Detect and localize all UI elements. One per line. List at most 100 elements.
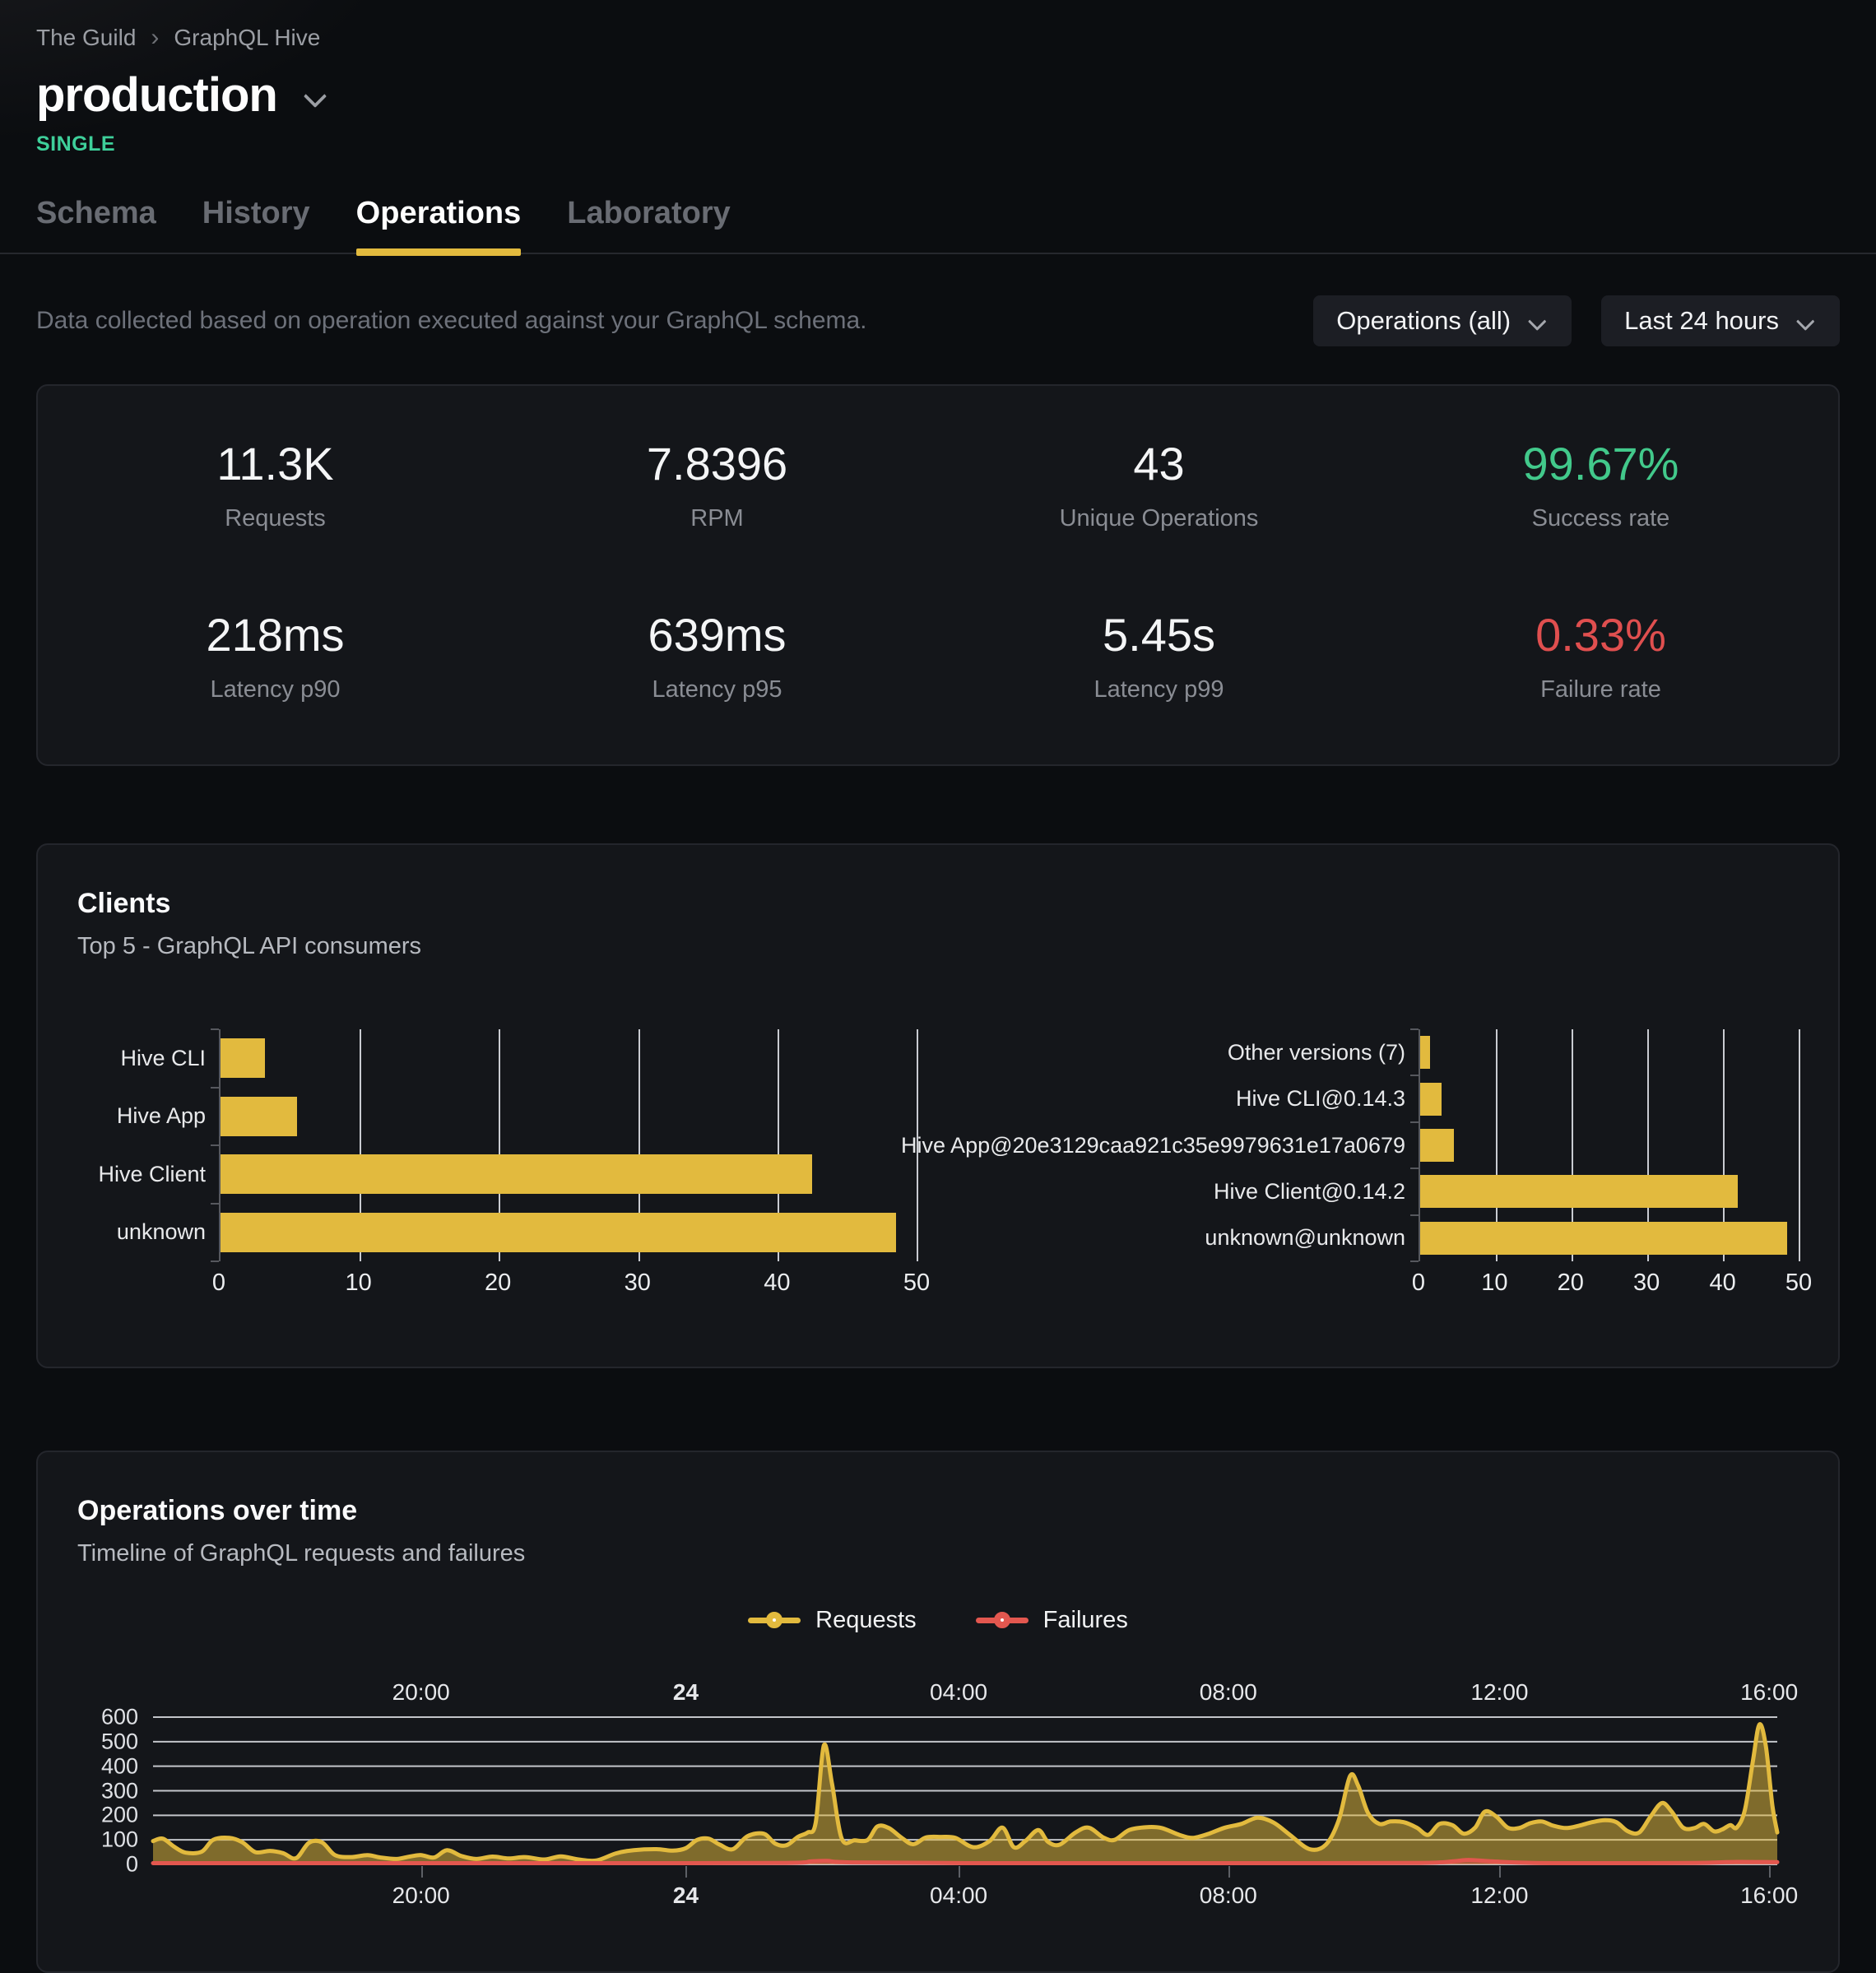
tick-label: 400 — [100, 1753, 138, 1779]
legend-label: Failures — [1042, 1606, 1128, 1633]
tab-schema[interactable]: Schema — [36, 196, 156, 253]
bar-chart-body: Hive CLI Hive App Hive Client unknown — [77, 1028, 918, 1262]
period-filter-dropdown[interactable]: Last 24 hours — [1601, 295, 1840, 346]
stat-value: 7.8396 — [646, 438, 788, 490]
operations-filter-dropdown[interactable]: Operations (all) — [1313, 295, 1572, 346]
filters: Operations (all) Last 24 hours — [1313, 295, 1840, 346]
breadcrumb-org-link[interactable]: The Guild — [36, 25, 137, 50]
x-axis-tick-labels: 0 10 20 30 40 50 — [212, 1270, 930, 1309]
axis-tick — [211, 1086, 219, 1089]
x-axis-labels-bottom: 20:00 24 04:00 08:00 12:00 16:00 — [153, 1882, 1799, 1914]
stat-value: 11.3K — [216, 438, 334, 490]
gridline — [777, 1029, 779, 1261]
tab-label: Schema — [36, 196, 156, 230]
tick-label: 20 — [485, 1270, 512, 1296]
clients-card-title: Clients — [77, 888, 171, 919]
chevron-down-icon — [1530, 313, 1547, 330]
stat-label: Unique Operations — [1059, 505, 1259, 532]
bar-unknown-unknown — [1420, 1221, 1788, 1255]
stat-rpm: 7.8396 RPM — [496, 437, 938, 532]
stat-latency-p95: 639ms Latency p95 — [496, 608, 938, 703]
gridline — [360, 1029, 362, 1261]
tabs-row: Schema History Operations Laboratory — [0, 196, 1876, 256]
gridline — [499, 1029, 501, 1261]
operations-card-title: Operations over time — [77, 1495, 358, 1526]
tab-label: Laboratory — [567, 196, 731, 230]
chevron-down-icon[interactable] — [305, 85, 327, 106]
title-row: production — [36, 67, 1840, 123]
stat-unique-operations: 43 Unique Operations — [938, 437, 1380, 532]
time-label: 08:00 — [1199, 1882, 1257, 1908]
tick-label: 300 — [100, 1778, 138, 1803]
category-labels: Hive CLI Hive App Hive Client unknown — [77, 1029, 219, 1261]
bar-hive-cli-0-14-3 — [1420, 1082, 1442, 1116]
axis-tick — [211, 1028, 219, 1030]
chevron-down-icon — [1798, 313, 1815, 330]
tick-label: 0 — [211, 1270, 226, 1296]
stat-value: 639ms — [648, 609, 787, 661]
gridline — [1496, 1029, 1498, 1261]
bar-chart-plot — [1410, 1028, 1800, 1262]
legend-label: Requests — [815, 1606, 917, 1633]
legend-item-failures: Failures — [975, 1605, 1128, 1635]
period-filter-label: Last 24 hours — [1624, 306, 1779, 335]
operations-over-time-card: Operations over time Timeline of GraphQL… — [36, 1451, 1840, 1973]
tab-history[interactable]: History — [202, 196, 310, 253]
timeline-body: 0 100 200 300 400 500 600 — [77, 1705, 1799, 1878]
toolbar: Data collected based on operation execut… — [36, 295, 1840, 346]
bar-other-versions-7- — [1420, 1036, 1430, 1070]
timeline-plot — [153, 1717, 1777, 1878]
tick-label: 50 — [903, 1270, 931, 1296]
bar-chart-plot — [211, 1028, 918, 1262]
x-axis-labels-top: 20:00 24 04:00 08:00 12:00 16:00 — [153, 1679, 1799, 1711]
clients-by-name-bar-chart: Hive CLI Hive App Hive Client unknown 0 10 20 3… — [77, 1028, 930, 1309]
bar-chart-body: Other versions (7) Hive CLI@0.14.3 Hive Ap… — [901, 1028, 1800, 1262]
target-type-badge: SINGLE — [36, 132, 116, 156]
time-label: 24 — [672, 1679, 699, 1705]
category-labels: Other versions (7) Hive CLI@0.14.3 Hive Ap… — [901, 1029, 1419, 1261]
stat-value: 0.33% — [1535, 609, 1666, 661]
failures-series-marker-icon — [975, 1605, 1029, 1635]
stat-latency-p99: 5.45s Latency p99 — [938, 608, 1380, 703]
axis-tick — [959, 1866, 961, 1878]
stat-success-rate: 99.67% Success rate — [1380, 437, 1822, 532]
tick-label: 50 — [1785, 1270, 1813, 1296]
time-label: 08:00 — [1199, 1679, 1257, 1705]
time-label: 04:00 — [930, 1882, 988, 1908]
clients-by-version-bar-chart: Other versions (7) Hive CLI@0.14.3 Hive Ap… — [901, 1028, 1812, 1309]
tab-laboratory[interactable]: Laboratory — [567, 196, 730, 253]
bar-hive-client-0-14-2 — [1420, 1175, 1739, 1209]
category-label: Hive App@20e3129caa921c35e9979631e17a067… — [901, 1132, 1405, 1158]
stat-label: Success rate — [1531, 505, 1670, 532]
tick-label: 30 — [1633, 1270, 1660, 1296]
toolbar-description: Data collected based on operation execut… — [36, 307, 867, 334]
clients-charts-row: Hive CLI Hive App Hive Client unknown 0 10 20 3… — [77, 1028, 1812, 1309]
breadcrumb-project-link[interactable]: GraphQL Hive — [174, 25, 321, 50]
axis-tick — [211, 1144, 219, 1146]
time-label: 12:00 — [1470, 1679, 1529, 1705]
stat-latency-p90: 218ms Latency p90 — [54, 608, 496, 703]
stat-label: Latency p90 — [210, 676, 341, 703]
breadcrumb-separator-icon: › — [151, 24, 160, 51]
axis-tick — [1410, 1168, 1419, 1170]
stat-label: Requests — [225, 505, 326, 532]
y-axis-labels: 0 100 200 300 400 500 600 — [77, 1705, 153, 1877]
bar-hive-client — [221, 1154, 813, 1195]
axis-tick — [1410, 1028, 1419, 1030]
axis-tick — [211, 1260, 219, 1262]
stat-value: 43 — [1133, 438, 1185, 490]
gridline — [638, 1029, 640, 1261]
requests-area — [153, 1724, 1777, 1864]
chart-legend: Requests Failures — [77, 1605, 1799, 1635]
operations-timeline-chart: 20:00 24 04:00 08:00 12:00 16:00 0 100 200 300 400… — [77, 1679, 1799, 1914]
tick-label: 0 — [1411, 1270, 1426, 1296]
axis-tick — [1410, 1260, 1419, 1262]
clients-card: Clients Top 5 - GraphQL API consumers Hi… — [36, 843, 1840, 1368]
tab-operations[interactable]: Operations — [355, 196, 522, 256]
legend-item-requests: Requests — [748, 1605, 917, 1635]
tick-label: 10 — [345, 1270, 372, 1296]
tick-label: 500 — [100, 1729, 138, 1754]
page-header: The Guild › GraphQL Hive production SING… — [0, 0, 1876, 156]
time-label: 16:00 — [1740, 1882, 1799, 1908]
breadcrumb: The Guild › GraphQL Hive — [36, 25, 1840, 51]
